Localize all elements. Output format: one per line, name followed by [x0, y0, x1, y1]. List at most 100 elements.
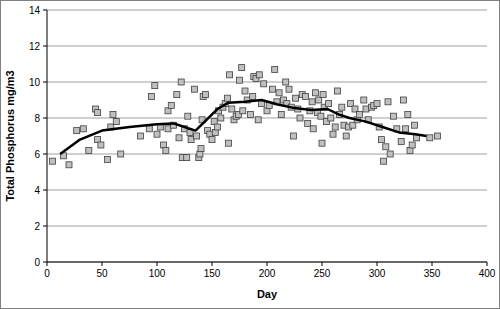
y-tick	[43, 190, 47, 191]
data-point	[250, 93, 256, 99]
y-tick	[43, 226, 47, 227]
data-point	[378, 137, 384, 143]
data-point	[400, 97, 406, 103]
data-point	[163, 147, 169, 153]
data-point	[361, 97, 367, 103]
grid-line	[47, 262, 487, 263]
data-point	[191, 86, 197, 92]
data-point	[391, 113, 397, 119]
data-point	[435, 133, 441, 139]
x-tick	[157, 262, 158, 266]
x-tick	[212, 262, 213, 266]
y-tick	[43, 82, 47, 83]
x-tick-label: 0	[44, 268, 50, 279]
data-point	[105, 156, 111, 162]
plot-data	[50, 65, 441, 168]
grid-line	[47, 46, 487, 47]
grid-line	[47, 226, 487, 227]
data-point	[239, 65, 245, 71]
data-point	[240, 108, 246, 114]
data-point	[66, 162, 72, 168]
data-point	[293, 95, 299, 101]
data-point	[174, 92, 180, 98]
data-point	[286, 86, 292, 92]
x-tick	[377, 262, 378, 266]
data-point	[255, 117, 261, 123]
data-point	[309, 99, 315, 105]
x-tick-label: 150	[204, 268, 221, 279]
data-point	[154, 131, 160, 137]
data-point	[209, 137, 215, 143]
y-tick	[43, 46, 47, 47]
data-point	[118, 151, 124, 157]
y-axis	[47, 10, 48, 262]
y-tick-label: 12	[29, 41, 41, 52]
data-point	[334, 88, 340, 94]
x-axis	[47, 262, 487, 263]
data-point	[270, 86, 276, 92]
data-point	[398, 138, 404, 144]
data-point	[320, 92, 326, 98]
data-point	[178, 79, 184, 85]
x-tick	[322, 262, 323, 266]
data-point	[74, 128, 80, 134]
y-tick-label: 4	[34, 185, 40, 196]
x-tick	[102, 262, 103, 266]
x-axis-label: Day	[257, 288, 278, 300]
data-point	[248, 111, 254, 117]
data-point	[290, 133, 296, 139]
data-point	[242, 88, 248, 94]
y-tick-label: 8	[34, 113, 40, 124]
grid-line	[47, 10, 487, 11]
data-point	[411, 122, 417, 128]
data-point	[50, 158, 56, 164]
data-point	[152, 83, 158, 89]
data-point	[381, 158, 387, 164]
y-tick-label: 0	[34, 257, 40, 268]
data-point	[383, 144, 389, 150]
data-point	[95, 110, 101, 116]
data-point	[215, 124, 221, 130]
data-point	[409, 142, 415, 148]
y-axis-label: Total Phosphorus mg/m3	[4, 70, 16, 201]
y-tick	[43, 118, 47, 119]
x-tick-label: 100	[149, 268, 166, 279]
data-point	[138, 133, 144, 139]
data-point	[387, 151, 393, 157]
data-point	[80, 126, 86, 132]
y-tick	[43, 154, 47, 155]
data-point	[374, 101, 380, 107]
data-point	[261, 81, 267, 87]
data-point	[110, 111, 116, 117]
data-point	[319, 140, 325, 146]
data-point	[218, 115, 224, 121]
data-point	[283, 79, 289, 85]
data-point	[343, 133, 349, 139]
data-point	[146, 126, 152, 132]
data-point	[185, 113, 191, 119]
grid-line	[47, 190, 487, 191]
trend-line	[60, 100, 426, 154]
x-tick	[267, 262, 268, 266]
y-tick	[43, 262, 47, 263]
x-tick	[487, 262, 488, 266]
data-point	[405, 111, 411, 117]
data-point	[297, 115, 303, 121]
data-point	[202, 92, 208, 98]
x-tick-label: 400	[479, 268, 496, 279]
y-tick-label: 14	[29, 5, 41, 16]
data-point	[356, 111, 362, 117]
data-point	[86, 147, 92, 153]
data-point	[184, 155, 190, 161]
data-point	[310, 126, 316, 132]
data-point	[312, 90, 318, 96]
data-point	[339, 104, 345, 110]
data-point	[149, 93, 155, 99]
x-tick	[47, 262, 48, 266]
data-point	[326, 101, 332, 107]
data-point	[176, 135, 182, 141]
x-tick-label: 300	[369, 268, 386, 279]
data-point	[224, 95, 230, 101]
data-point	[194, 133, 200, 139]
data-point	[168, 102, 174, 108]
